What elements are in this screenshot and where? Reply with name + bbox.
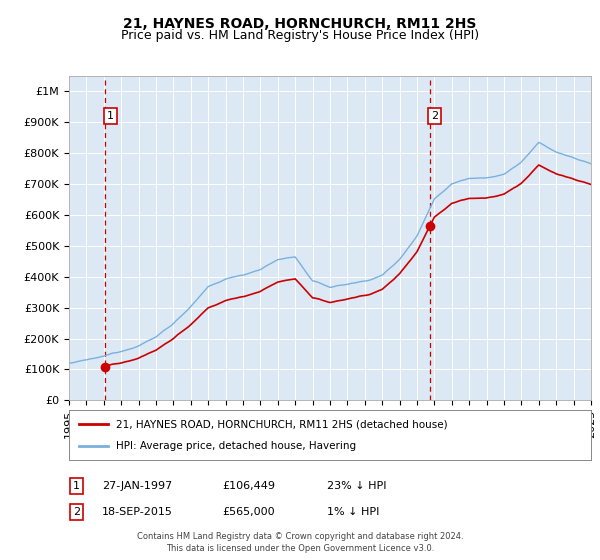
Text: 1: 1 — [73, 481, 80, 491]
Text: Contains HM Land Registry data © Crown copyright and database right 2024.
This d: Contains HM Land Registry data © Crown c… — [137, 533, 463, 553]
Text: 27-JAN-1997: 27-JAN-1997 — [102, 481, 172, 491]
Text: Price paid vs. HM Land Registry's House Price Index (HPI): Price paid vs. HM Land Registry's House … — [121, 29, 479, 42]
Text: £565,000: £565,000 — [222, 507, 275, 517]
Text: 21, HAYNES ROAD, HORNCHURCH, RM11 2HS: 21, HAYNES ROAD, HORNCHURCH, RM11 2HS — [124, 17, 476, 31]
Text: 2: 2 — [73, 507, 80, 517]
Text: 21, HAYNES ROAD, HORNCHURCH, RM11 2HS (detached house): 21, HAYNES ROAD, HORNCHURCH, RM11 2HS (d… — [116, 419, 448, 429]
Text: HPI: Average price, detached house, Havering: HPI: Average price, detached house, Have… — [116, 441, 356, 451]
Text: £106,449: £106,449 — [222, 481, 275, 491]
Text: 2: 2 — [431, 111, 439, 121]
Text: 1% ↓ HPI: 1% ↓ HPI — [327, 507, 379, 517]
Text: 18-SEP-2015: 18-SEP-2015 — [102, 507, 173, 517]
Text: 23% ↓ HPI: 23% ↓ HPI — [327, 481, 386, 491]
Text: 1: 1 — [107, 111, 114, 121]
